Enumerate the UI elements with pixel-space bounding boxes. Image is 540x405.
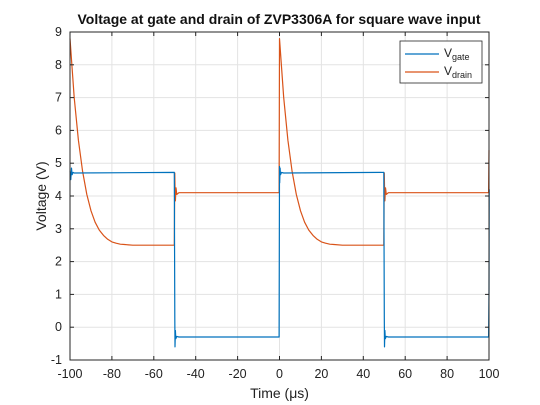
x-tick-label: -100 <box>57 367 82 381</box>
x-tick-label: 100 <box>479 367 500 381</box>
x-tick-label: -40 <box>187 367 205 381</box>
plot-area <box>69 37 490 348</box>
y-tick-label: 4 <box>55 189 62 203</box>
y-axis-label: Voltage (V) <box>33 161 49 230</box>
axis-ticks: -100 -80 -60 -40 -20 0 20 40 60 80 100 -1 0 1 2 3 4 5 6 7 8 9 <box>51 25 500 381</box>
legend: Vgate Vdrain <box>399 40 483 84</box>
y-tick-label: 2 <box>55 255 62 269</box>
y-tick-label: -1 <box>51 353 62 367</box>
x-axis-label: Time (μs) <box>250 385 309 401</box>
legend-box <box>399 40 483 84</box>
y-tick-label: 5 <box>55 156 62 170</box>
y-tick-label: 8 <box>55 58 62 72</box>
x-tick-label: 20 <box>314 367 328 381</box>
x-tick-label: -80 <box>103 367 121 381</box>
y-tick-label: 0 <box>55 320 62 334</box>
x-tick-label: 80 <box>440 367 454 381</box>
x-tick-label: 40 <box>356 367 370 381</box>
y-tick-label: 6 <box>55 123 62 137</box>
y-tick-label: 9 <box>55 25 62 39</box>
x-tick-label: 0 <box>276 367 283 381</box>
x-tick-label: 60 <box>398 367 412 381</box>
x-tick-label: -60 <box>145 367 163 381</box>
y-tick-label: 3 <box>55 222 62 236</box>
x-tick-label: -20 <box>229 367 247 381</box>
chart-title: Voltage at gate and drain of ZVP3306A fo… <box>78 11 481 27</box>
legend-label-drain: Vdrain <box>444 64 472 80</box>
y-tick-label: 7 <box>55 91 62 105</box>
legend-label-gate: Vgate <box>444 46 470 62</box>
series-line-drain <box>69 37 490 246</box>
series-line-gate <box>69 165 490 348</box>
y-tick-label: 1 <box>55 287 62 301</box>
